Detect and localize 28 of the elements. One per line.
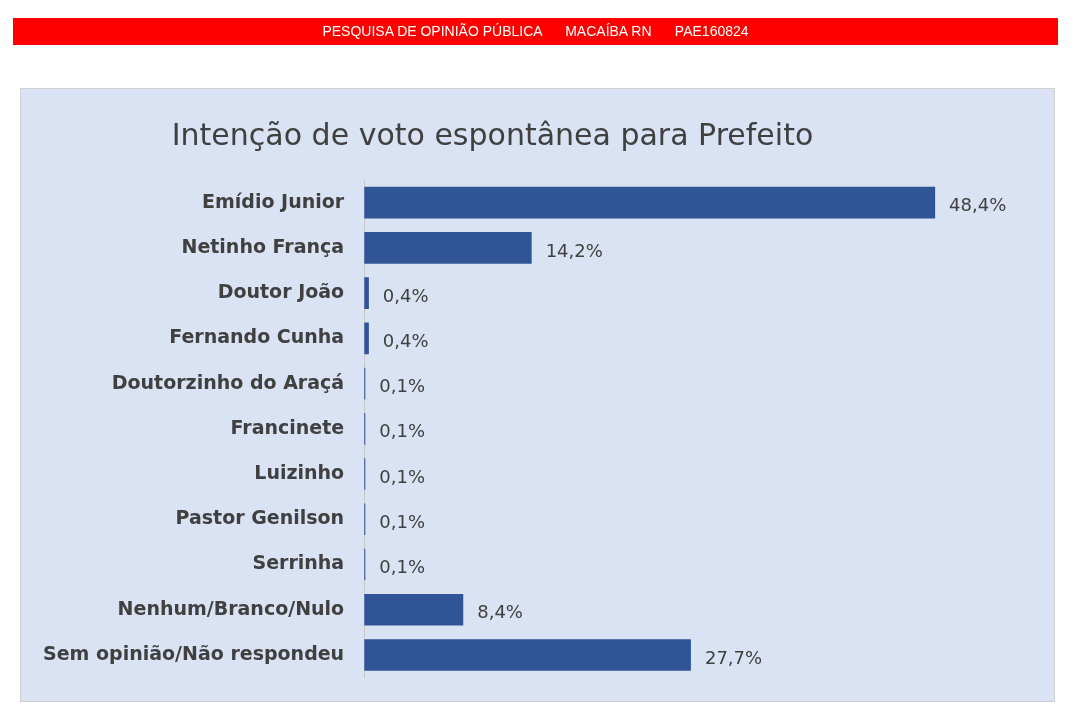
y-tick-label: Doutor João: [217, 280, 345, 303]
data-label: 8,4%: [477, 601, 523, 623]
y-tick-label: Fernando Cunha: [169, 325, 345, 348]
data-label: 0,1%: [379, 510, 426, 532]
data-label: 0,1%: [379, 465, 426, 487]
text: PESQUISA DE OPINIÃO PÚBLICA MACAÍBA RN PAE160824: [13, 18, 1058, 45]
y-tick-label: Sem opinião/Não respondeu: [43, 641, 345, 664]
y-tick-label: Francinete: [230, 415, 345, 438]
data-label: 0,1%: [379, 420, 426, 442]
data-label: 0,1%: [379, 375, 426, 397]
y-tick-label: Serrinha: [252, 551, 345, 574]
data-label: 14,2%: [545, 239, 603, 261]
y-tick-label: Nenhum/Branco/Nulo: [117, 596, 345, 619]
data-label: 0,4%: [382, 284, 429, 306]
y-tick-label: Emídio Junior: [202, 189, 345, 212]
bar: [364, 639, 691, 671]
bar: [364, 186, 936, 219]
y-tick-label: Luizinho: [254, 460, 345, 483]
chart-title: Intenção de voto espontânea para Prefeito: [171, 116, 814, 152]
y-tick-label: Netinho França: [181, 234, 345, 257]
data-label: 27,7%: [704, 646, 763, 668]
y-tick-label: Doutorzinho do Araçá: [111, 370, 345, 393]
bar: [364, 232, 532, 264]
data-label: 48,4%: [949, 194, 1007, 216]
data-label: 0,1%: [379, 556, 426, 578]
bar: [364, 593, 464, 626]
y-tick-label: Pastor Genilson: [175, 506, 345, 529]
data-label: 0,4%: [382, 330, 429, 351]
